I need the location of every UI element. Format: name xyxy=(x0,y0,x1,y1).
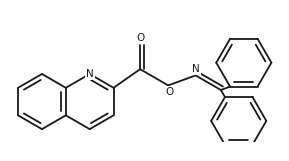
Text: O: O xyxy=(166,87,174,97)
Text: N: N xyxy=(86,69,94,79)
Text: O: O xyxy=(136,33,144,43)
Text: N: N xyxy=(192,64,199,74)
